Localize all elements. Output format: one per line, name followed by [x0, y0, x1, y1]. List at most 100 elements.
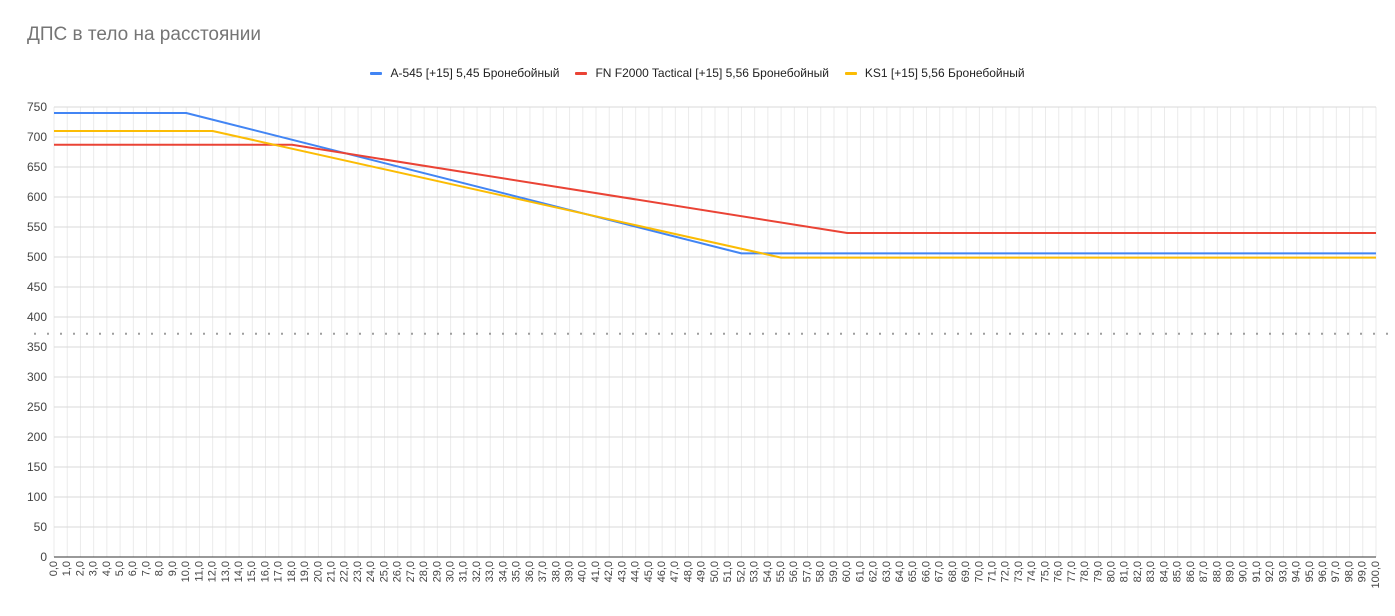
x-tick-label: 86,0 [1185, 561, 1197, 582]
x-tick-label: 64,0 [894, 561, 906, 582]
x-tick-label: 56,0 [788, 561, 800, 582]
x-tick-label: 11,0 [193, 561, 205, 582]
y-tick-label: 150 [27, 460, 47, 474]
x-tick-label: 59,0 [828, 561, 840, 582]
x-tick-label: 52,0 [735, 561, 747, 582]
x-tick-label: 46,0 [656, 561, 668, 582]
chart-title: ДПС в тело на расстоянии [27, 24, 262, 45]
x-tick-label: 6,0 [127, 561, 139, 576]
x-tick-label: 34,0 [497, 561, 509, 582]
x-tick-label: 65,0 [907, 561, 919, 582]
chart-legend: A-545 [+15] 5,45 Бронебойный FN F2000 Ta… [0, 66, 1395, 80]
y-tick-label: 650 [27, 160, 47, 174]
x-tick-label: 48,0 [682, 561, 694, 582]
x-tick-label: 67,0 [934, 561, 946, 582]
x-tick-label: 51,0 [722, 561, 734, 582]
x-tick-label: 19,0 [299, 561, 311, 582]
x-tick-label: 40,0 [577, 561, 589, 582]
x-tick-label: 2,0 [74, 561, 86, 576]
x-tick-label: 32,0 [471, 561, 483, 582]
y-tick-label: 0 [40, 550, 47, 564]
x-tick-label: 16,0 [259, 561, 271, 582]
x-tick-label: 24,0 [365, 561, 377, 582]
y-tick-label: 400 [27, 310, 47, 324]
x-tick-label: 17,0 [273, 561, 285, 582]
series-line-a545 [54, 112, 1376, 255]
x-tick-label: 92,0 [1264, 561, 1276, 582]
y-tick-label: 100 [27, 490, 47, 504]
legend-item-a545[interactable]: A-545 [+15] 5,45 Бронебойный [370, 66, 559, 80]
x-tick-label: 70,0 [973, 561, 985, 582]
x-tick-label: 33,0 [484, 561, 496, 582]
x-tick-label: 30,0 [445, 561, 457, 582]
x-tick-label: 75,0 [1039, 561, 1051, 582]
x-tick-label: 39,0 [563, 561, 575, 582]
x-tick-label: 96,0 [1317, 561, 1329, 582]
x-tick-label: 100,0 [1370, 561, 1382, 589]
x-tick-label: 36,0 [524, 561, 536, 582]
x-tick-label: 99,0 [1357, 561, 1369, 582]
x-tick-label: 89,0 [1224, 561, 1236, 582]
x-tick-label: 53,0 [749, 561, 761, 582]
x-tick-label: 41,0 [590, 561, 602, 582]
x-tick-label: 73,0 [1013, 561, 1025, 582]
x-tick-label: 35,0 [511, 561, 523, 582]
x-tick-label: 98,0 [1343, 561, 1355, 582]
x-tick-label: 22,0 [339, 561, 351, 582]
x-tick-label: 72,0 [1000, 561, 1012, 582]
x-tick-label: 85,0 [1172, 561, 1184, 582]
x-tick-label: 77,0 [1066, 561, 1078, 582]
x-tick-label: 0,0 [48, 561, 60, 576]
y-tick-label: 600 [27, 190, 47, 204]
x-tick-label: 94,0 [1291, 561, 1303, 582]
x-tick-label: 95,0 [1304, 561, 1316, 582]
x-tick-label: 31,0 [458, 561, 470, 582]
x-tick-label: 4,0 [101, 561, 113, 576]
legend-swatch-ks1 [844, 71, 857, 75]
x-tick-label: 57,0 [801, 561, 813, 582]
x-tick-label: 23,0 [352, 561, 364, 582]
y-tick-label: 750 [27, 100, 47, 114]
legend-swatch-a545 [370, 71, 383, 75]
legend-label-fn-f2000: FN F2000 Tactical [+15] 5,56 Бронебойный [595, 66, 829, 80]
legend-item-fn-f2000[interactable]: FN F2000 Tactical [+15] 5,56 Бронебойный [575, 66, 829, 80]
x-tick-label: 43,0 [616, 561, 628, 582]
x-tick-label: 54,0 [762, 561, 774, 582]
y-tick-label: 350 [27, 340, 47, 354]
x-tick-label: 50,0 [709, 561, 721, 582]
x-tick-label: 69,0 [960, 561, 972, 582]
x-tick-label: 37,0 [537, 561, 549, 582]
x-tick-label: 3,0 [88, 561, 100, 576]
x-tick-label: 44,0 [630, 561, 642, 582]
x-tick-label: 81,0 [1119, 561, 1131, 582]
x-tick-label: 45,0 [643, 561, 655, 582]
legend-label-a545: A-545 [+15] 5,45 Бронебойный [390, 66, 560, 80]
x-tick-label: 63,0 [881, 561, 893, 582]
x-tick-label: 88,0 [1211, 561, 1223, 582]
x-tick-label: 8,0 [154, 561, 166, 576]
x-tick-label: 18,0 [286, 561, 298, 582]
x-tick-label: 14,0 [233, 561, 245, 582]
y-tick-label: 700 [27, 130, 47, 144]
x-tick-label: 29,0 [431, 561, 443, 582]
x-tick-label: 9,0 [167, 561, 179, 576]
legend-item-ks1[interactable]: KS1 [+15] 5,56 Бронебойный [844, 66, 1025, 80]
x-tick-label: 1,0 [61, 561, 73, 576]
x-tick-label: 66,0 [920, 561, 932, 582]
x-tick-label: 80,0 [1106, 561, 1118, 582]
x-tick-label: 84,0 [1158, 561, 1170, 582]
x-tick-label: 21,0 [326, 561, 338, 582]
x-tick-label: 74,0 [1026, 561, 1038, 582]
x-tick-label: 78,0 [1079, 561, 1091, 582]
legend-swatch-fn-f2000 [575, 71, 588, 75]
x-tick-label: 58,0 [815, 561, 827, 582]
x-tick-label: 61,0 [854, 561, 866, 582]
x-tick-label: 62,0 [868, 561, 880, 582]
x-tick-label: 28,0 [418, 561, 430, 582]
x-tick-label: 60,0 [841, 561, 853, 582]
x-tick-label: 90,0 [1238, 561, 1250, 582]
x-tick-label: 79,0 [1092, 561, 1104, 582]
x-tick-label: 71,0 [987, 561, 999, 582]
x-tick-label: 38,0 [550, 561, 562, 582]
